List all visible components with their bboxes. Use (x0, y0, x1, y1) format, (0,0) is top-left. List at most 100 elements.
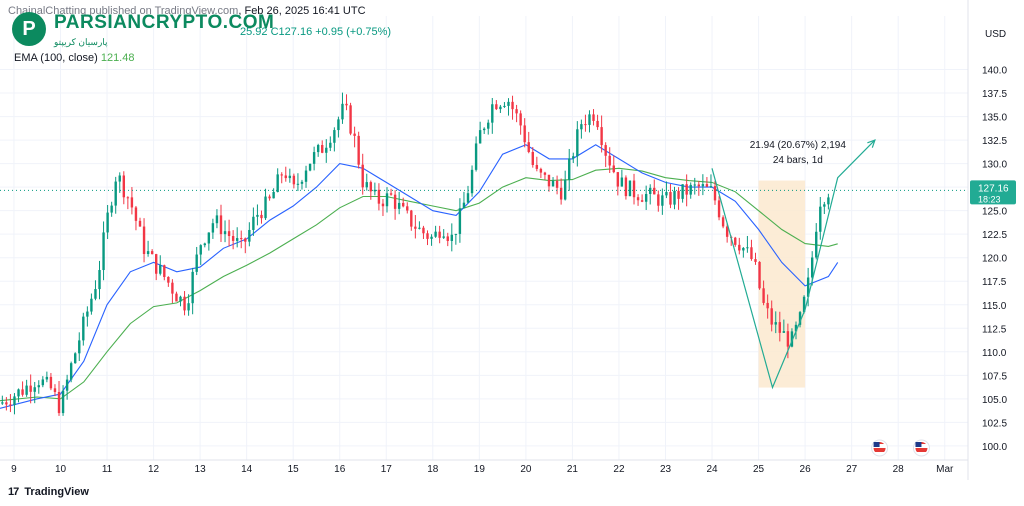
candle-body (636, 197, 640, 201)
candle-body (786, 331, 790, 347)
candle-body (159, 265, 162, 274)
candle-body (762, 288, 765, 303)
ohlc-change: +0.95 (+0.75%) (315, 26, 392, 38)
x-tick-label: 24 (706, 464, 718, 475)
ema-slow-line (0, 167, 838, 402)
candle-body (122, 175, 126, 198)
candle-body (823, 204, 826, 207)
x-tick-label: Mar (936, 464, 954, 475)
measure-zone (758, 180, 806, 388)
candle-body (661, 195, 664, 206)
candle-body (511, 101, 514, 110)
candle-body (576, 129, 579, 157)
candle-body (175, 293, 178, 302)
candle-body (746, 247, 749, 249)
candle-body (539, 168, 543, 173)
candle-body (685, 184, 688, 195)
candle-body (507, 101, 510, 106)
candle-body (624, 177, 628, 197)
y-tick-label: 105.0 (982, 395, 1007, 406)
candle-body (770, 308, 773, 325)
candle-body (240, 238, 243, 240)
x-tick-label: 16 (334, 464, 346, 475)
candle-body (430, 236, 433, 239)
x-axis[interactable]: 9 10 11 12 13 14 15 16 17 18 19 20 21 22 23 24 25 26 27 28 M… (0, 459, 968, 475)
candle-body (373, 189, 377, 192)
logo-brand: PARSIANCRYPTO.COM (54, 12, 275, 33)
y-tick-label: 120.0 (982, 254, 1007, 265)
candle-body (211, 223, 215, 233)
y-tick-label: 122.5 (982, 230, 1007, 241)
candle-body (766, 302, 769, 309)
ohlc-close: C127.16 (270, 26, 313, 38)
candle-body (632, 180, 636, 198)
candle-body (37, 385, 40, 388)
candle-body (74, 353, 77, 364)
candle-body (487, 122, 490, 129)
candle-body (397, 202, 401, 209)
candle-body (268, 196, 271, 199)
candles-layer (1, 92, 830, 416)
candle-body (256, 214, 259, 217)
candle-body (337, 119, 340, 131)
candle-body (167, 276, 170, 283)
candle-body (620, 177, 624, 187)
candle-body (296, 183, 300, 185)
x-tick-label: 10 (55, 464, 67, 475)
x-tick-label: 9 (11, 464, 17, 475)
candle-body (300, 181, 304, 184)
candle-body (470, 169, 474, 194)
y-tick-label: 115.0 (982, 301, 1007, 312)
candle-body (90, 298, 93, 312)
candle-body (53, 388, 57, 392)
candle-body (118, 175, 121, 182)
candle-body (649, 187, 652, 194)
candle-body (426, 233, 429, 239)
candle-body (604, 145, 607, 156)
candle-body (179, 296, 182, 302)
candle-body (608, 155, 611, 166)
candle-body (29, 385, 32, 392)
candle-body (580, 124, 583, 130)
candle-body (434, 231, 437, 237)
candle-body (235, 238, 239, 241)
candle-body (555, 180, 559, 188)
flag-canton (915, 442, 922, 447)
x-tick-label: 25 (753, 464, 765, 475)
candle-body (515, 109, 518, 114)
x-tick-label: 26 (800, 464, 812, 475)
candle-body (410, 210, 413, 227)
candle-body (138, 220, 142, 227)
candle-body (260, 214, 263, 219)
candle-body (49, 376, 53, 389)
candle-body (717, 200, 721, 218)
candle-body (543, 172, 547, 175)
y-tick-label: 112.5 (982, 324, 1007, 335)
candle-body (462, 202, 466, 209)
candle-body (13, 396, 16, 406)
candle-body (345, 103, 348, 106)
y-tick-label: 140.0 (982, 66, 1007, 77)
y-tick-label: 130.0 (982, 160, 1007, 171)
chart-grid (0, 16, 968, 460)
candle-body (414, 226, 417, 229)
candle-body (527, 142, 530, 153)
x-tick-label: 17 (381, 464, 393, 475)
candle-body (9, 404, 12, 406)
candle-body (357, 135, 360, 165)
candle-body (199, 245, 202, 255)
candle-body (705, 184, 709, 187)
event-markers[interactable] (871, 439, 930, 457)
x-tick-label: 22 (613, 464, 625, 475)
candle-body (41, 379, 45, 386)
candle-body (758, 261, 761, 289)
candle-body (223, 231, 227, 235)
tradingview-logo[interactable]: 17 TradingView (8, 486, 89, 498)
y-tick-label: 135.0 (982, 113, 1007, 124)
ema-legend[interactable]: EMA (100, close) 121.48 (14, 52, 134, 64)
measure-label-change: 21.94 (20.67%) 2,194 (750, 140, 847, 151)
logo-subtitle: پارسیان کریپتو (54, 37, 108, 47)
candle-body (187, 303, 190, 311)
y-axis[interactable]: 100.0 102.5 105.0 107.5 110.0 112.5 115.0 117.5… (967, 0, 1016, 480)
